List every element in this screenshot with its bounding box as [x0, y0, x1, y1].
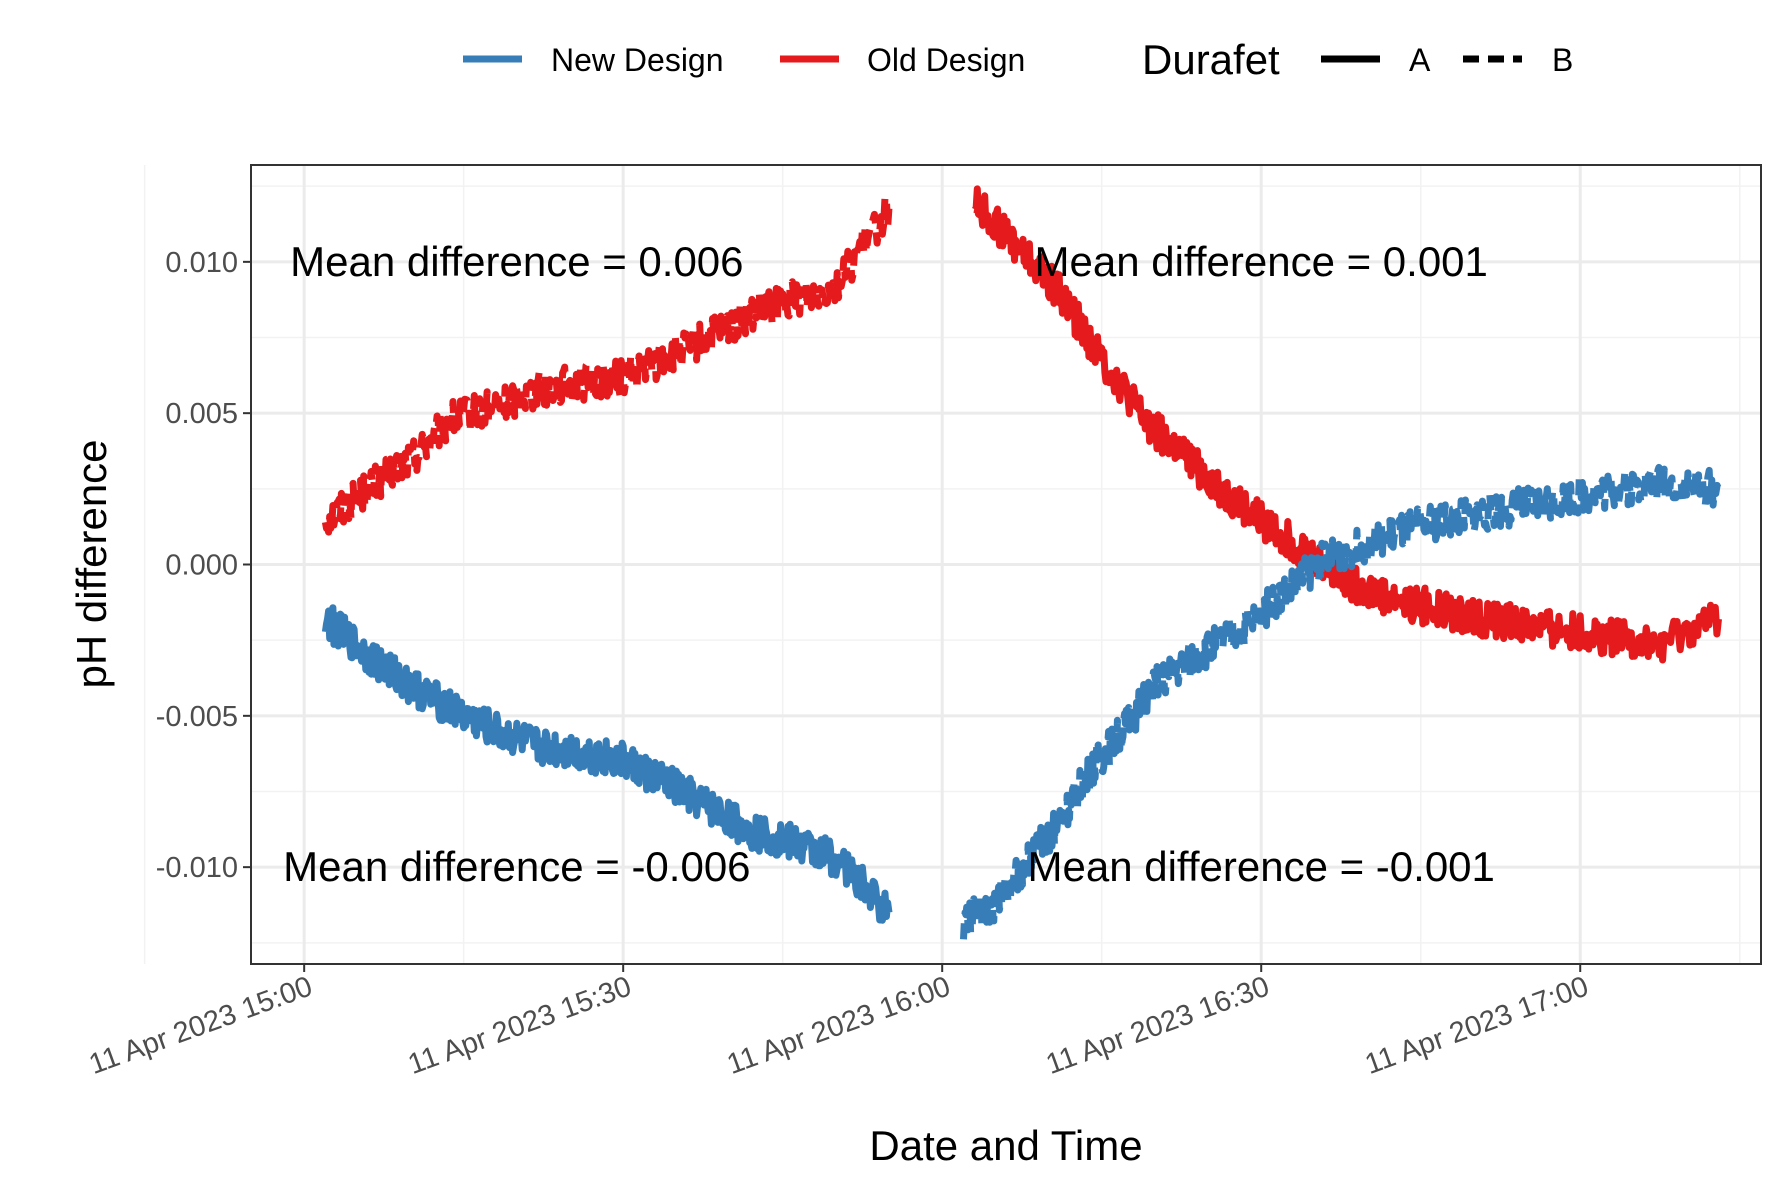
y-axis: 0.010 0.005 0.000 -0.005 -0.010 [156, 247, 251, 884]
y-tick-label: -0.010 [156, 852, 238, 884]
y-tick-label: 0.000 [165, 550, 238, 582]
legend-label-old-design: Old Design [867, 42, 1025, 78]
annotation-layer: Mean difference = 0.006 Mean difference =… [283, 238, 1495, 890]
mean-difference-annotation: Mean difference = -0.001 [1028, 843, 1495, 890]
series-line-old-design-b [321, 193, 893, 536]
series-line-new-design-b [960, 463, 1722, 940]
x-tick-label: 11 Apr 2023 15:00 [85, 971, 317, 1081]
y-tick-label: -0.005 [156, 701, 238, 733]
y-axis-title: pH difference [68, 439, 115, 688]
series-line-new-design-a [321, 604, 893, 924]
legend-title-durafet: Durafet [1142, 36, 1280, 83]
y-tick-label: 0.010 [165, 247, 238, 279]
plot-panel: Mean difference = 0.006 Mean difference =… [143, 164, 1762, 965]
mean-difference-annotation: Mean difference = 0.001 [1035, 238, 1488, 285]
y-tick-label: 0.005 [165, 398, 238, 430]
legend: New Design Old Design Durafet A B [463, 36, 1573, 83]
mean-difference-annotation: Mean difference = 0.006 [290, 238, 743, 285]
x-tick-label: 11 Apr 2023 16:00 [723, 971, 955, 1081]
legend-label-new-design: New Design [551, 42, 724, 78]
x-tick-label: 11 Apr 2023 16:30 [1042, 971, 1274, 1081]
mean-difference-annotation: Mean difference = -0.006 [283, 843, 750, 890]
series-layer [321, 185, 1722, 940]
legend-label-a: A [1409, 42, 1431, 78]
x-axis: 11 Apr 2023 15:00 11 Apr 2023 15:30 11 Apr… [85, 964, 1593, 1081]
x-tick-label: 11 Apr 2023 17:00 [1361, 971, 1593, 1081]
series-line-old-design-a [971, 185, 1722, 664]
x-axis-title: Date and Time [869, 1122, 1142, 1169]
x-tick-label: 11 Apr 2023 15:30 [404, 971, 636, 1081]
legend-label-b: B [1552, 42, 1573, 78]
